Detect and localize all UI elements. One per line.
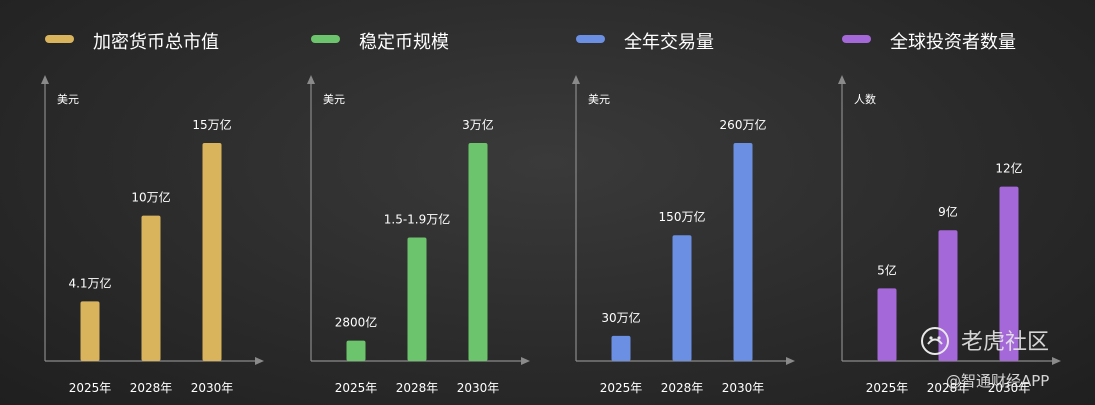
x-axis-arrow [1052,357,1061,365]
x-tick-label: 2030年 [457,381,500,395]
x-tick-label: 2028年 [927,381,970,395]
legend-swatch [45,35,74,43]
bar-value-label: 10万亿 [131,190,170,205]
bar-value-label: 5亿 [877,262,897,277]
legend-swatch [842,35,871,43]
legend-swatch [576,35,605,43]
y-axis-arrow [41,75,49,84]
bar [141,215,161,361]
x-tick-label: 2028年 [130,381,173,395]
x-axis-arrow [786,357,795,365]
bar [733,143,753,361]
bar-value-label: 30万亿 [601,310,640,325]
x-tick-label: 2025年 [866,381,909,395]
bar [202,143,222,361]
x-tick-label: 2030年 [988,381,1031,395]
legend-label: 加密货币总市值 [93,32,219,53]
bar [672,235,692,361]
legend-label: 稳定币规模 [359,32,449,53]
watermark-sub: @智通财经APP [946,372,1049,390]
y-axis-arrow [307,75,315,84]
y-axis-label: 人数 [854,93,876,106]
bar [80,301,100,361]
x-axis-arrow [521,357,530,365]
bar-value-label: 15万亿 [192,117,231,132]
bar [407,237,427,361]
legend-label: 全年交易量 [624,32,714,53]
bar [877,288,897,361]
y-axis-label: 美元 [588,93,610,106]
bar-value-label: 2800亿 [335,315,378,330]
x-tick-label: 2025年 [69,381,112,395]
legend-label: 全球投资者数量 [890,32,1016,53]
bar [999,186,1019,361]
bar-value-label: 4.1万亿 [68,275,111,290]
bar-value-label: 12亿 [995,161,1022,176]
tiger-logo-icon [921,327,949,355]
bar [611,335,631,361]
x-tick-label: 2025年 [600,381,643,395]
bar-value-label: 9亿 [938,204,958,219]
x-tick-label: 2030年 [191,381,234,395]
watermark-main: 老虎社区 [961,330,1049,355]
x-tick-label: 2025年 [335,381,378,395]
y-axis-label: 美元 [323,93,345,106]
bar-value-label: 3万亿 [462,117,494,132]
bar [346,340,366,361]
bar-value-label: 1.5-1.9万亿 [384,211,451,226]
bar-value-label: 260万亿 [720,117,767,132]
x-tick-label: 2030年 [722,381,765,395]
y-axis-arrow [572,75,580,84]
bar [468,143,488,361]
chart-panels: 加密货币总市值美元4.1万亿2025年10万亿2028年15万亿2030年稳定币… [41,32,1061,395]
x-tick-label: 2028年 [661,381,704,395]
legend-swatch [311,35,340,43]
y-axis-arrow [838,75,846,84]
watermark: 老虎社区 @智通财经APP [921,327,1049,390]
bar-value-label: 150万亿 [659,209,706,224]
x-tick-label: 2028年 [396,381,439,395]
y-axis-label: 美元 [57,93,79,106]
bar [938,230,958,361]
x-axis-arrow [255,357,264,365]
